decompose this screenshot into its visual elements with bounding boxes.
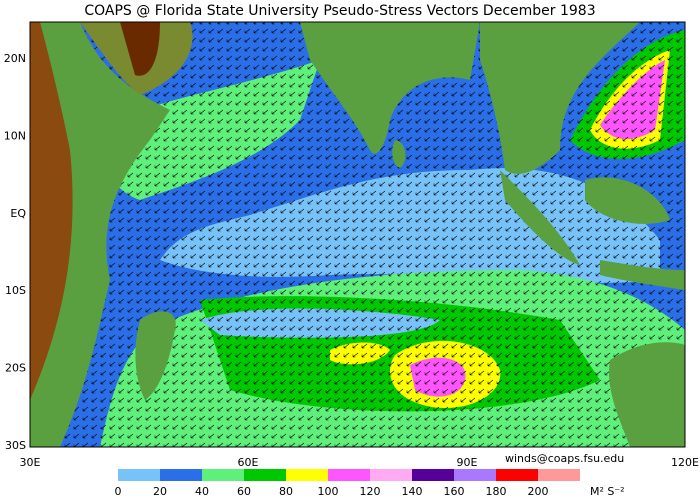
lat-label: EQ — [10, 207, 26, 220]
colorbar-units: M² S⁻² — [590, 485, 625, 498]
lat-label: 20S — [5, 362, 26, 375]
lat-label: 20N — [4, 52, 26, 65]
colorbar-tick-label: 140 — [402, 485, 423, 498]
colorbar-swatch — [202, 469, 244, 481]
colorbar-swatch — [496, 469, 538, 481]
credit: winds@coaps.fsu.edu — [505, 452, 624, 465]
lon-label: 90E — [457, 456, 478, 469]
title: COAPS @ Florida State University Pseudo-… — [84, 3, 595, 19]
lon-label: 30E — [20, 456, 41, 469]
colorbar-swatch — [328, 469, 370, 481]
lat-label: 30S — [5, 439, 26, 452]
colorbar-swatch — [370, 469, 412, 481]
plot-frame — [29, 21, 686, 448]
map — [30, 22, 685, 447]
colorbar-tick-label: 40 — [195, 485, 209, 498]
colorbar-tick-label: 80 — [279, 485, 293, 498]
colorbar: 0 20 40 60 80 100 120 140 160 180 200 M² S⁻² — [115, 469, 625, 498]
colorbar-tick-label: 160 — [444, 485, 465, 498]
colorbar-swatch — [118, 469, 160, 481]
colorbar-swatch — [454, 469, 496, 481]
colorbar-swatch — [286, 469, 328, 481]
colorbar-swatch — [412, 469, 454, 481]
lat-label: 10S — [5, 284, 26, 297]
lon-label: 60E — [238, 456, 259, 469]
colorbar-swatch — [244, 469, 286, 481]
colorbar-swatch — [538, 469, 580, 481]
lon-label: 120E — [671, 456, 699, 469]
colorbar-tick-label: 0 — [115, 485, 122, 498]
lat-label: 10N — [4, 129, 26, 142]
colorbar-tick-label: 120 — [360, 485, 381, 498]
colorbar-swatch — [160, 469, 202, 481]
colorbar-tick-label: 100 — [318, 485, 339, 498]
colorbar-tick-label: 200 — [528, 485, 549, 498]
colorbar-tick-label: 60 — [237, 485, 251, 498]
colorbar-tick-label: 20 — [153, 485, 167, 498]
colorbar-tick-label: 180 — [486, 485, 507, 498]
